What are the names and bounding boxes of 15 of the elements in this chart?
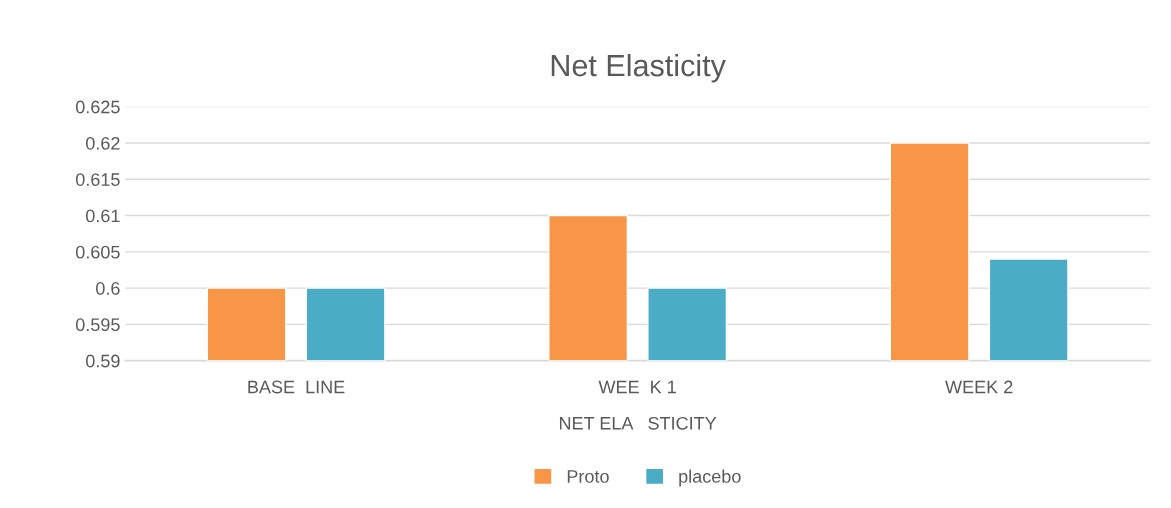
y-tick-label: 0.625 [75,100,120,114]
x-tick-label: BASE LINE [248,380,345,394]
chart-title: Net Elasticity [551,53,726,83]
x-axis-title: NET ELA STICITY [559,416,717,430]
y-tick-label: 0.605 [75,245,120,259]
y-tick-label: 0.59 [86,354,120,368]
y-tick-label: 0.595 [75,318,120,332]
y-tick-label: 0.6 [96,282,120,295]
y-tick-label: 0.615 [75,173,120,186]
x-tick-label: WEE K 1 [598,380,676,394]
y-tick-label: 0.62 [86,136,120,150]
x-tick-label: WEEK 2 [945,380,1013,394]
legend-label: Proto [567,470,609,483]
y-tick-label: 0.61 [86,209,120,223]
legend-label: placebo [679,469,741,487]
